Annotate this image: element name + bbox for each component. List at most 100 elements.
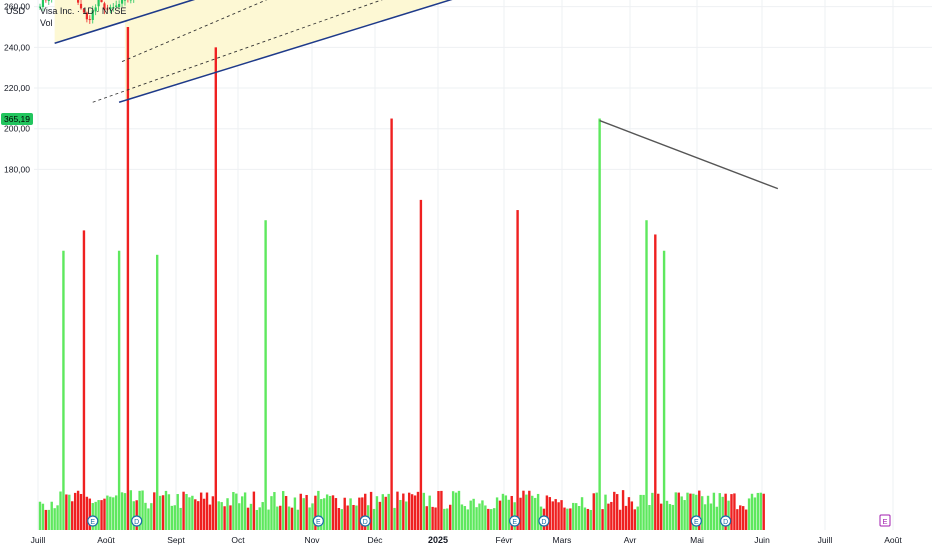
volume-bar xyxy=(211,496,215,530)
x-tick-label: Févr xyxy=(496,535,513,545)
volume-bar xyxy=(659,503,663,530)
channel-dashed-lower xyxy=(92,0,383,103)
volume-bar xyxy=(551,501,554,530)
candle-body xyxy=(97,0,100,7)
volume-bar xyxy=(106,495,109,530)
y-tick-label: 260,00 xyxy=(4,2,30,12)
volume-bar xyxy=(636,506,639,530)
volume-bar xyxy=(109,496,112,530)
candle-body xyxy=(123,0,127,1)
volume-bar xyxy=(446,508,449,530)
volume-bar xyxy=(323,498,326,530)
volume-bars xyxy=(38,27,765,531)
volume-bar xyxy=(533,497,537,530)
currency-label: USD xyxy=(6,6,26,16)
volume-bar xyxy=(352,504,355,530)
candle-body xyxy=(100,0,103,3)
volume-bar xyxy=(56,505,59,530)
volume-bar xyxy=(375,496,379,530)
volume-bar xyxy=(607,503,610,530)
volume-bar xyxy=(545,495,549,530)
volume-bar xyxy=(724,493,727,530)
x-tick-label: Août xyxy=(884,535,902,545)
volume-bar xyxy=(592,493,595,530)
volume-bar xyxy=(284,496,288,530)
volume-bar xyxy=(718,493,721,530)
volume-bar xyxy=(112,497,115,530)
x-tick-label: 2025 xyxy=(428,535,448,545)
volume-bar xyxy=(279,505,282,530)
volume-bar xyxy=(572,502,575,530)
volume-bar xyxy=(290,507,294,530)
x-tick-label: Déc xyxy=(367,535,383,545)
volume-bar xyxy=(191,495,194,530)
volume-bar xyxy=(501,493,505,530)
volume-bar xyxy=(41,503,45,530)
volume-bar xyxy=(73,492,77,530)
volume-bar xyxy=(349,498,352,530)
y-tick-label: 220,00 xyxy=(4,83,30,93)
event-marker-ring xyxy=(720,515,732,527)
volume-bar xyxy=(662,250,666,531)
volume-bar xyxy=(299,493,302,530)
x-tick-label: Août xyxy=(97,535,115,545)
volume-bar xyxy=(469,500,472,530)
volume-bar xyxy=(325,494,329,530)
volume-bar xyxy=(407,492,411,530)
volume-bar xyxy=(721,496,724,530)
volume-bar xyxy=(683,500,686,530)
volume-bar xyxy=(103,498,106,530)
event-marker-label: D xyxy=(723,519,728,526)
volume-bar xyxy=(156,254,159,531)
volume-bar xyxy=(240,496,244,530)
volume-bar xyxy=(753,497,757,530)
event-marker-ring xyxy=(359,515,371,527)
volume-legend[interactable]: Vol xyxy=(40,18,53,28)
candle-body xyxy=(41,0,45,8)
volume-bar xyxy=(47,509,50,530)
volume-bar xyxy=(144,502,147,530)
volume-bar xyxy=(185,493,188,530)
volume-bar xyxy=(264,220,267,531)
volume-bar xyxy=(589,509,593,530)
volume-bar xyxy=(94,501,97,530)
volume-bar xyxy=(472,498,475,530)
volume-bar xyxy=(62,250,65,531)
volume-bar xyxy=(53,508,56,530)
volume-bar xyxy=(674,492,678,530)
volume-bar xyxy=(492,508,496,530)
candle-body xyxy=(106,8,109,10)
volume-bar xyxy=(648,505,651,530)
volume-bar xyxy=(65,494,68,530)
volume-bar xyxy=(197,501,200,530)
symbol-title[interactable]: Visa Inc. · 1D · NYSE xyxy=(40,6,127,16)
volume-bar xyxy=(173,505,176,530)
volume-bar xyxy=(443,508,446,530)
volume-bar xyxy=(79,493,83,530)
volume-bar xyxy=(308,507,311,530)
volume-bar xyxy=(613,491,616,530)
candle-body xyxy=(91,10,94,20)
volume-bar xyxy=(536,493,540,530)
channel-lines xyxy=(54,0,453,103)
volume-bar xyxy=(88,498,92,530)
volume-bar xyxy=(434,507,437,530)
event-marker-label: E xyxy=(694,519,699,526)
volume-bar xyxy=(331,495,335,530)
volume-bar xyxy=(217,501,220,530)
volume-bar xyxy=(595,492,598,530)
x-tick-label: Juill xyxy=(31,535,46,545)
volume-bar xyxy=(616,494,619,530)
event-marker-label: E xyxy=(90,519,95,526)
volume-bar xyxy=(554,499,557,530)
volume-bar xyxy=(387,493,390,530)
volume-bar xyxy=(624,505,628,530)
volume-bar xyxy=(328,495,332,530)
volume-bar xyxy=(475,507,478,530)
volume-bar xyxy=(586,508,590,530)
volume-bar xyxy=(522,490,525,530)
volume-bar xyxy=(425,506,428,530)
volume-bar xyxy=(762,493,765,530)
volume-bar xyxy=(97,500,100,530)
